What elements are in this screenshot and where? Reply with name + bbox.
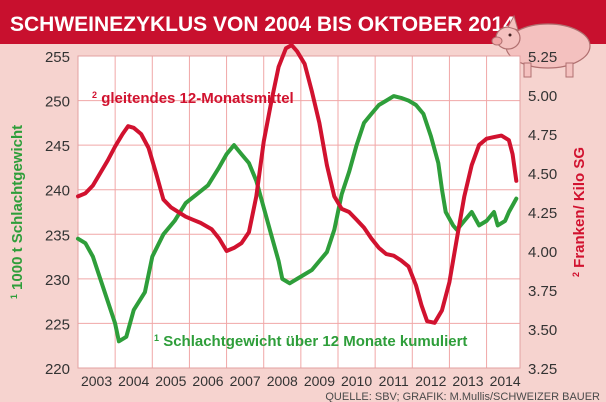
series-line-slaughter-weight <box>76 94 519 344</box>
right-tick-label: 4.50 <box>528 166 557 183</box>
pig-icon <box>491 14 591 78</box>
x-tick-label: 2013 <box>452 373 483 389</box>
x-tick-label: 2008 <box>267 373 298 389</box>
right-tick-label: 4.75 <box>528 127 557 144</box>
x-tick-label: 2006 <box>192 373 223 389</box>
left-tick-label: 240 <box>45 183 70 200</box>
x-tick-label: 2012 <box>415 373 446 389</box>
left-tick-label: 225 <box>45 316 70 333</box>
x-tick-label: 2014 <box>490 373 521 389</box>
series <box>76 43 519 344</box>
left-tick-label: 230 <box>45 272 70 289</box>
left-axis-title-text: 1000 t Schlachtgewicht <box>9 125 26 290</box>
right-tick-label: 4.00 <box>528 244 557 261</box>
red-annotation-sup: 2 <box>92 90 97 100</box>
page-title: SCHWEINEZYKLUS VON 2004 BIS OKTOBER 2014 <box>10 13 515 36</box>
left-tick-label: 255 <box>45 49 70 66</box>
x-axis: 2003 2004 2005 2006 2007 2008 2009 2010 2011 2012… <box>81 373 521 389</box>
x-tick-label: 2007 <box>230 373 261 389</box>
left-tick-label: 250 <box>45 94 70 111</box>
right-tick-label: 3.50 <box>528 322 557 339</box>
series-line-price <box>76 43 519 325</box>
x-tick-label: 2005 <box>155 373 186 389</box>
red-series-annotation: 2 gleitendes 12-Monatsmittel <box>92 85 294 107</box>
right-tick-label: 5.25 <box>528 49 557 66</box>
green-annotation-sup: 1 <box>154 333 159 343</box>
left-tick-label: 235 <box>45 227 70 244</box>
right-axis-title-text: Franken/ Kilo SG <box>571 147 588 268</box>
x-tick-label: 2004 <box>118 373 149 389</box>
red-annotation-text: gleitendes 12-Monatsmittel <box>101 90 294 107</box>
right-axis-title-sup: 2 <box>571 272 581 277</box>
x-tick-label: 2003 <box>81 373 112 389</box>
source-credit: QUELLE: SBV; GRAFIK: M.Mullis/SCHWEIZER … <box>325 391 600 402</box>
left-tick-label: 220 <box>45 361 70 378</box>
right-axis-title: 2 Franken/ Kilo SG <box>566 147 588 277</box>
grid <box>77 55 521 369</box>
right-axis: 5.25 5.00 4.75 4.50 4.25 4.00 3.75 3.50 3.25 <box>528 49 557 378</box>
left-axis: 255 250 245 240 235 230 225 220 <box>45 49 70 378</box>
right-tick-label: 3.25 <box>528 361 557 378</box>
left-axis-title: 1 1000 t Schlachtgewicht <box>4 125 26 299</box>
x-tick-label: 2009 <box>304 373 335 389</box>
x-tick-label: 2011 <box>379 373 409 389</box>
left-axis-title-sup: 1 <box>9 294 19 299</box>
x-tick-label: 2010 <box>341 373 372 389</box>
right-tick-label: 5.00 <box>528 88 557 105</box>
right-tick-label: 3.75 <box>528 283 557 300</box>
green-annotation-text: Schlachtgewicht über 12 Monate kumuliert <box>163 333 467 350</box>
green-series-annotation: 1 Schlachtgewicht über 12 Monate kumulie… <box>154 328 467 350</box>
left-tick-label: 245 <box>45 138 70 155</box>
right-tick-label: 4.25 <box>528 205 557 222</box>
